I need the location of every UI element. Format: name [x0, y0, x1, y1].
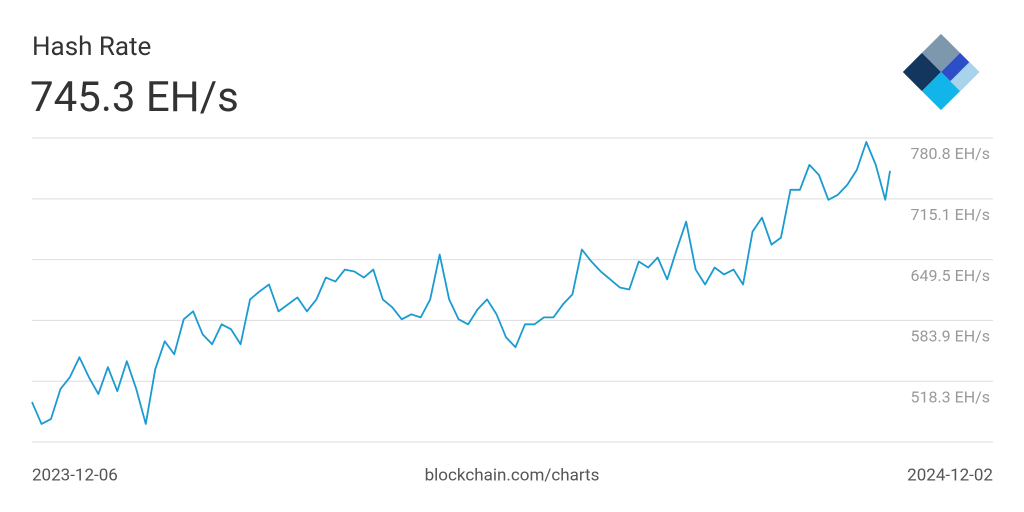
logo-tile	[950, 62, 980, 92]
current-value: 745.3 EH/s	[30, 73, 239, 122]
y-tick-label: 780.8 EH/s	[910, 144, 990, 163]
source-label: blockchain.com/charts	[425, 465, 600, 485]
chart-title: Hash Rate	[32, 32, 151, 62]
x-end-label: 2024-12-02	[907, 465, 993, 485]
y-tick-label: 649.5 EH/s	[910, 266, 990, 285]
logo	[902, 33, 980, 111]
hash-rate-line	[31, 141, 891, 425]
logo-tile	[902, 52, 941, 92]
x-start-label: 2023-12-06	[32, 465, 118, 485]
y-tick-label: 518.3 EH/s	[910, 387, 990, 406]
y-tick-label: 583.9 EH/s	[910, 327, 990, 346]
y-tick-label: 715.1 EH/s	[910, 205, 990, 224]
